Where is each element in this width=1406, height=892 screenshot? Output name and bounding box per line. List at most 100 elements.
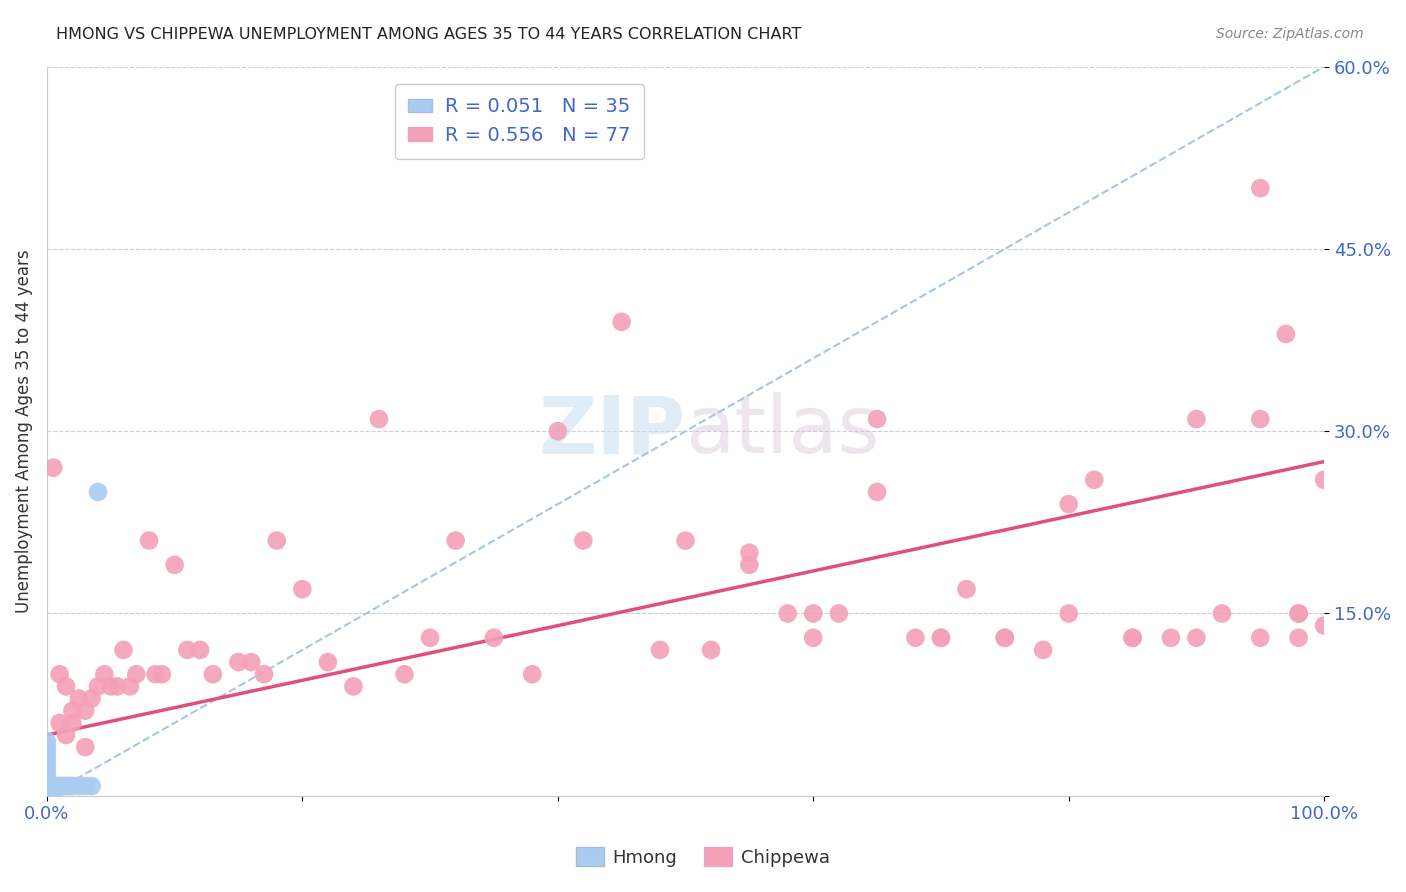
Point [675, 533, 697, 548]
Point [39, 782, 62, 797]
Point [38, 782, 60, 797]
Point [1249, 631, 1271, 645]
Point [419, 631, 441, 645]
Point [150, 667, 173, 681]
Point [48, 667, 70, 681]
Point [62, 704, 84, 718]
Point [176, 643, 198, 657]
Point [368, 412, 391, 426]
Point [39, 789, 62, 803]
Point [46, 780, 69, 795]
Point [112, 643, 135, 657]
Point [35, 771, 58, 785]
Point [955, 582, 977, 596]
Point [163, 558, 186, 572]
Point [700, 643, 723, 657]
Point [1160, 631, 1182, 645]
Point [1249, 181, 1271, 195]
Point [67, 779, 90, 793]
Point [610, 315, 633, 329]
Point [51, 779, 73, 793]
Point [994, 631, 1017, 645]
Point [48, 715, 70, 730]
Point [37, 789, 59, 803]
Point [75, 704, 97, 718]
Point [1032, 643, 1054, 657]
Point [394, 667, 416, 681]
Text: ZIP: ZIP [538, 392, 686, 470]
Point [1249, 412, 1271, 426]
Point [1185, 412, 1208, 426]
Point [35, 782, 58, 797]
Point [35, 734, 58, 748]
Point [56, 779, 79, 793]
Point [1288, 607, 1310, 621]
Point [1313, 618, 1336, 632]
Point [44, 782, 66, 797]
Point [201, 667, 224, 681]
Point [87, 485, 110, 500]
Point [118, 679, 141, 693]
Point [801, 607, 824, 621]
Point [138, 533, 160, 548]
Point [738, 558, 761, 572]
Point [80, 779, 103, 793]
Point [828, 607, 851, 621]
Point [42, 789, 65, 803]
Point [55, 679, 77, 693]
Point [228, 655, 250, 669]
Point [45, 782, 67, 797]
Point [342, 679, 364, 693]
Point [59, 779, 82, 793]
Point [1122, 631, 1144, 645]
Point [1313, 473, 1336, 487]
Legend: Hmong, Chippewa: Hmong, Chippewa [569, 840, 837, 874]
Point [866, 412, 889, 426]
Point [240, 655, 263, 669]
Point [35, 764, 58, 779]
Point [1083, 473, 1105, 487]
Point [482, 631, 505, 645]
Point [776, 607, 799, 621]
Point [866, 485, 889, 500]
Point [48, 779, 70, 793]
Text: atlas: atlas [686, 392, 880, 470]
Point [38, 789, 60, 803]
Point [75, 779, 97, 793]
Point [35, 789, 58, 803]
Point [253, 667, 276, 681]
Point [1288, 631, 1310, 645]
Point [53, 779, 76, 793]
Point [42, 460, 65, 475]
Point [80, 691, 103, 706]
Point [1275, 326, 1298, 341]
Point [93, 667, 115, 681]
Point [35, 752, 58, 766]
Point [738, 546, 761, 560]
Point [1288, 607, 1310, 621]
Point [1211, 607, 1233, 621]
Point [62, 715, 84, 730]
Point [55, 728, 77, 742]
Point [125, 667, 148, 681]
Point [444, 533, 467, 548]
Point [35, 740, 58, 755]
Point [75, 740, 97, 755]
Point [522, 667, 544, 681]
Point [929, 631, 952, 645]
Point [87, 679, 110, 693]
Legend: R = 0.051   N = 35, R = 0.556   N = 77: R = 0.051 N = 35, R = 0.556 N = 77 [395, 84, 644, 159]
Point [291, 582, 314, 596]
Point [266, 533, 288, 548]
Point [1057, 497, 1080, 511]
Point [35, 746, 58, 760]
Point [929, 631, 952, 645]
Point [904, 631, 927, 645]
Point [316, 655, 339, 669]
Point [35, 776, 58, 790]
Point [41, 782, 63, 797]
Point [42, 782, 65, 797]
Point [37, 782, 59, 797]
Point [67, 691, 90, 706]
Point [62, 779, 84, 793]
